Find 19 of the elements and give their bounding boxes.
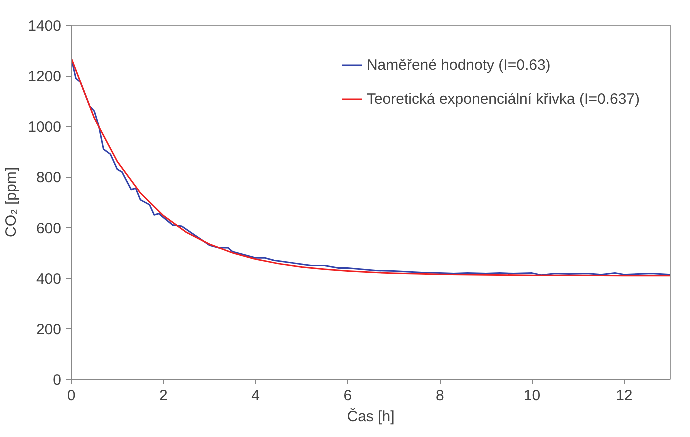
y-axis-title: CO₂ [ppm] <box>3 167 20 238</box>
y-tick-label: 600 <box>36 220 62 238</box>
y-tick-label: 1200 <box>28 68 62 86</box>
y-tick-label: 200 <box>36 321 62 338</box>
x-axis-title: Čas [h] <box>347 408 395 426</box>
y-tick-label: 800 <box>36 170 62 187</box>
x-tick-label: 6 <box>344 388 352 404</box>
x-tick-label: 10 <box>524 388 541 404</box>
x-tick-label: 2 <box>159 388 168 404</box>
x-tick-label: 12 <box>616 388 633 404</box>
y-tick-label: 400 <box>36 270 62 288</box>
y-tick-label: 1000 <box>28 119 62 136</box>
legend-label: Naměřené hodnoty (I=0.63) <box>366 56 551 74</box>
x-tick-label: 4 <box>252 388 260 404</box>
y-tick-label: 1400 <box>28 18 62 35</box>
x-tick-label: 0 <box>67 388 76 404</box>
x-tick-label: 8 <box>436 388 444 404</box>
y-tick-label: 0 <box>53 372 62 389</box>
legend-label: Teoretická exponenciální křivka (I=0.637) <box>366 90 640 108</box>
